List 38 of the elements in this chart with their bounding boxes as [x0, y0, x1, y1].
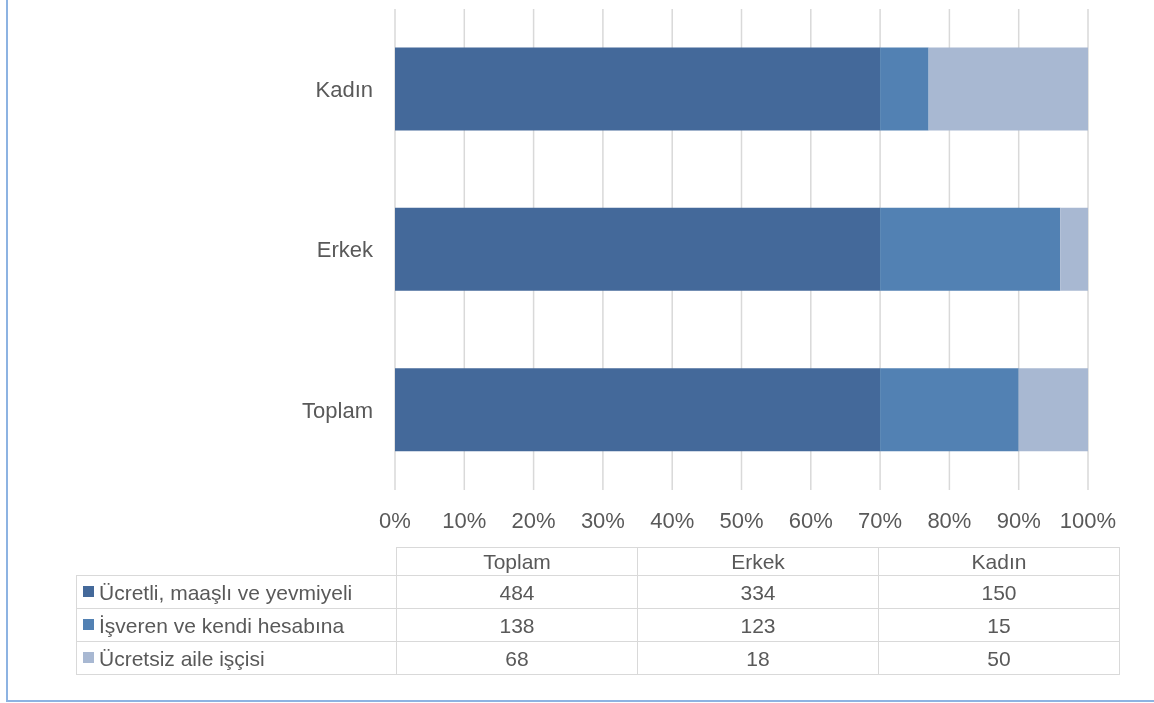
bar	[395, 47, 881, 131]
x-tick-label: 60%	[788, 507, 833, 533]
legend-label: Ücretsiz aile işçisi	[99, 646, 265, 670]
data-label: 123	[637, 608, 879, 642]
category-label: Kadın	[878, 547, 1120, 576]
legend-label: İşveren ve kendi hesabına	[99, 613, 345, 637]
data-label: 484	[396, 575, 638, 609]
x-tick-label: 10%	[442, 507, 487, 533]
x-tick-label: 30%	[580, 507, 625, 533]
category-label: Erkek	[637, 547, 879, 576]
bar	[1060, 207, 1088, 291]
bar	[1018, 368, 1088, 452]
data-label: 68	[396, 641, 638, 675]
x-tick-label: 90%	[996, 507, 1041, 533]
x-tick-label: 100%	[1059, 507, 1117, 533]
category-label: Toplam	[396, 547, 638, 576]
x-tick-label: 20%	[511, 507, 556, 533]
bar	[395, 368, 881, 452]
y-tick-label: Kadın	[315, 76, 373, 102]
data-label: 50	[878, 641, 1120, 675]
legend-label: Ücretli, maaşlı ve yevmiyeli	[99, 580, 353, 604]
data-label: 15	[878, 608, 1120, 642]
data-label: 334	[637, 575, 879, 609]
y-tick-label: Toplam	[302, 397, 373, 423]
x-tick-label: 40%	[650, 507, 695, 533]
data-label: 138	[396, 608, 638, 642]
bar	[928, 47, 1088, 131]
data-label: 150	[878, 575, 1120, 609]
y-tick-label: Erkek	[316, 237, 374, 263]
data-label: 18	[637, 641, 879, 675]
bar	[880, 368, 1019, 452]
x-tick-label: 0%	[379, 507, 411, 533]
bar	[395, 207, 881, 291]
x-tick-label: 70%	[858, 507, 903, 533]
x-tick-label: 50%	[719, 507, 764, 533]
x-tick-label: 80%	[927, 507, 972, 533]
bar	[880, 47, 929, 131]
bar	[880, 207, 1061, 291]
